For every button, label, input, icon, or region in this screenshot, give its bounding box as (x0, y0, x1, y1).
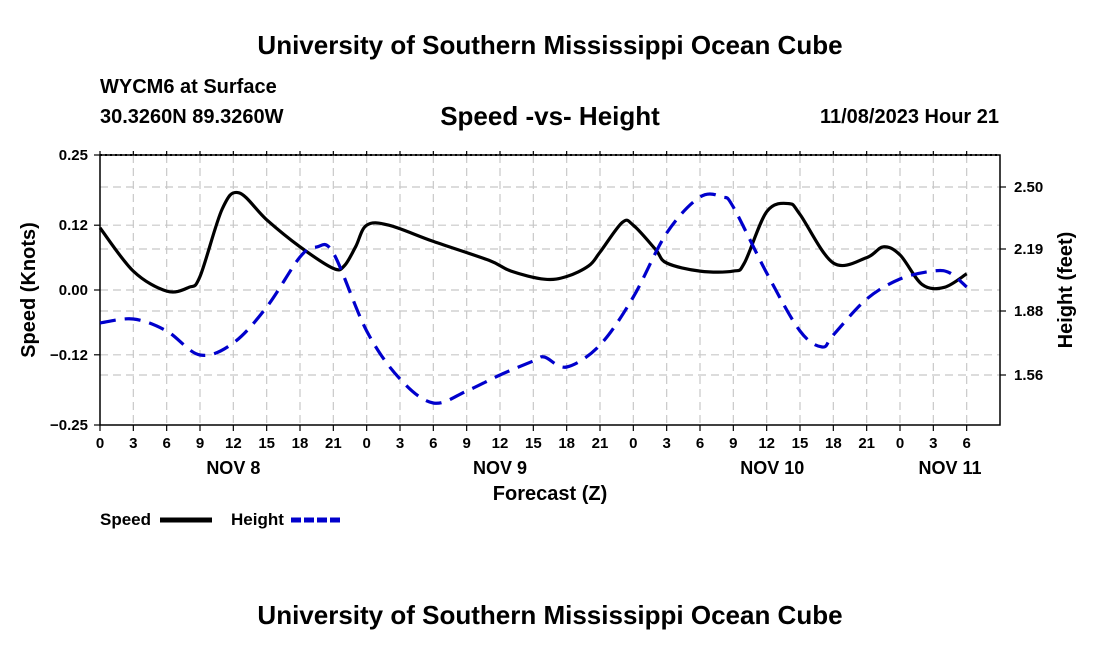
forecast-timestamp: 11/08/2023 Hour 21 (819, 106, 999, 128)
x-tick-label: 15 (792, 435, 809, 452)
x-tick-label: 6 (696, 435, 704, 452)
x-tick-label: 0 (896, 435, 904, 452)
legend: Speed Height (100, 510, 343, 529)
speed-series-line (98, 190, 968, 294)
x-tick-label: 9 (462, 435, 470, 452)
x-tick-label: 6 (162, 435, 170, 452)
y-tick-label: 0.00 (59, 282, 88, 299)
x-tick-label: 6 (962, 435, 970, 452)
x-tick-label: 21 (325, 435, 342, 452)
x-tick-label: 3 (396, 435, 404, 452)
legend-label: Height (231, 510, 284, 529)
x-tick-label: 12 (758, 435, 775, 452)
x-tick-label: 9 (729, 435, 737, 452)
height-series-line (99, 192, 968, 405)
x-tick-label: 18 (292, 435, 309, 452)
station-coordinates: 30.3260N 89.3260W (100, 106, 284, 128)
x-tick-label: 0 (362, 435, 370, 452)
y2-tick-label: 2.50 (1014, 179, 1043, 196)
date-label: NOV 10 (740, 458, 804, 478)
y2-tick-label: 1.88 (1014, 303, 1043, 320)
x-axis-label: Forecast (Z) (493, 483, 607, 505)
x-tick-label: 12 (225, 435, 242, 452)
x-tick-label: 21 (592, 435, 609, 452)
y2-tick-label: 1.56 (1014, 367, 1043, 384)
y-tick-label: 0.25 (59, 147, 88, 164)
y2-axis-label: Height (feet) (1055, 232, 1077, 349)
x-tick-label: 0 (629, 435, 637, 452)
y-axis-label: Speed (Knots) (18, 222, 40, 358)
x-tick-label: 3 (929, 435, 937, 452)
axis-ticks: 0 3 6 9 12 15 18 21 0 3 6 9 12 15 18 21 0 3 6 9 12 15 18 21 0 3 6 N… (50, 147, 1043, 478)
x-tick-label: 15 (258, 435, 275, 452)
x-tick-label: 21 (858, 435, 875, 452)
x-tick-label: 18 (558, 435, 575, 452)
y-tick-label: 0.12 (59, 217, 88, 234)
x-tick-label: 9 (196, 435, 204, 452)
date-label: NOV 9 (473, 458, 527, 478)
chart-title: Speed -vs- Height (440, 101, 660, 131)
x-tick-label: 15 (525, 435, 542, 452)
x-tick-label: 12 (492, 435, 509, 452)
page-footer-title: University of Southern Mississippi Ocean… (257, 600, 843, 630)
x-tick-label: 3 (129, 435, 137, 452)
date-label: NOV 8 (206, 458, 260, 478)
y-tick-label: −0.12 (50, 347, 88, 364)
legend-label: Speed (100, 510, 151, 529)
station-name: WYCM6 at Surface (100, 76, 277, 98)
x-tick-label: 6 (429, 435, 437, 452)
page-title: University of Southern Mississippi Ocean… (257, 30, 843, 60)
x-tick-label: 18 (825, 435, 842, 452)
x-tick-label: 3 (662, 435, 670, 452)
series (98, 190, 968, 405)
grid (100, 155, 1000, 425)
x-tick-label: 0 (96, 435, 104, 452)
y2-tick-label: 2.19 (1014, 241, 1043, 258)
y-tick-label: −0.25 (50, 417, 88, 434)
date-label: NOV 11 (918, 458, 981, 478)
